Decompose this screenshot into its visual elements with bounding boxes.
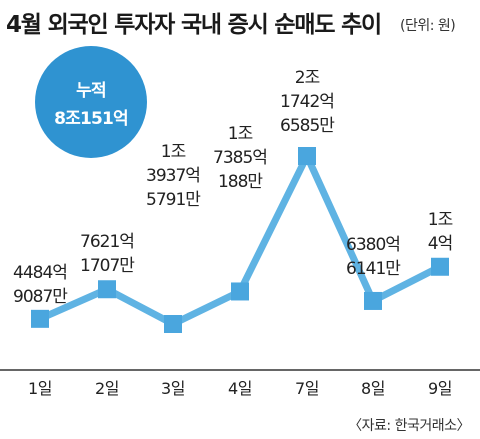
data-label-5-line-3: 6585만 [280,116,335,136]
total-badge-line1: 누적 [76,81,106,101]
total-badge-circle [35,46,147,158]
data-label-3-line-1: 1조 [161,142,186,162]
data-label-1-line-2: 9087만 [13,287,68,307]
data-point-5 [298,147,316,165]
data-label-3-line-3: 5791만 [146,190,201,210]
data-label-5-line-1: 2조 [295,68,320,88]
data-point-1 [31,309,49,328]
data-label-6-line-1: 6380억 [346,235,400,255]
data-point-2 [98,280,116,299]
data-label-7-line-1: 1조 [428,210,453,230]
x-tick-label-1: 1일 [28,379,52,398]
x-tick-label-6: 8일 [361,379,385,398]
data-label-6-line-2: 6141만 [346,259,401,279]
x-tick-label-4: 4일 [228,379,252,398]
x-tick-label-5: 7일 [295,379,319,398]
data-point-6 [364,291,382,310]
data-label-4-line-1: 1조 [228,124,253,144]
x-axis-ticks: 1일 2일 3일 4일 7일 8일 9일 [28,379,452,398]
chart-unit: (단위: 원) [400,18,455,34]
data-label-2-line-2: 1707만 [80,256,135,276]
data-label-7-line-2: 4억 [428,234,452,254]
data-label-5-line-2: 1742억 [280,92,334,112]
total-badge: 누적 8조151억 [35,46,147,158]
data-point-3 [164,315,182,333]
total-badge-line2: 8조151억 [54,109,128,129]
data-label-4-line-2: 7385억 [213,148,267,168]
data-point-4 [231,282,249,301]
data-label-4-line-3: 188만 [218,172,263,192]
data-label-2-line-1: 7621억 [80,232,134,252]
data-label-3-line-2: 3937억 [146,166,200,186]
x-tick-label-7: 9일 [428,379,452,398]
x-tick-label-3: 3일 [161,379,185,398]
source-note: 〈자료: 한국거래소〉 [348,418,470,434]
x-tick-label-2: 2일 [95,379,119,398]
data-point-7 [431,257,449,276]
plot-area: 4484억 9087만 7621억 1707만 1조 3937억 5791만 1조 7385억 1… [13,68,454,333]
data-label-1-line-1: 4484억 [13,263,67,283]
chart-title: 4월 외국인 투자자 국내 증시 순매도 추이 [6,12,381,38]
